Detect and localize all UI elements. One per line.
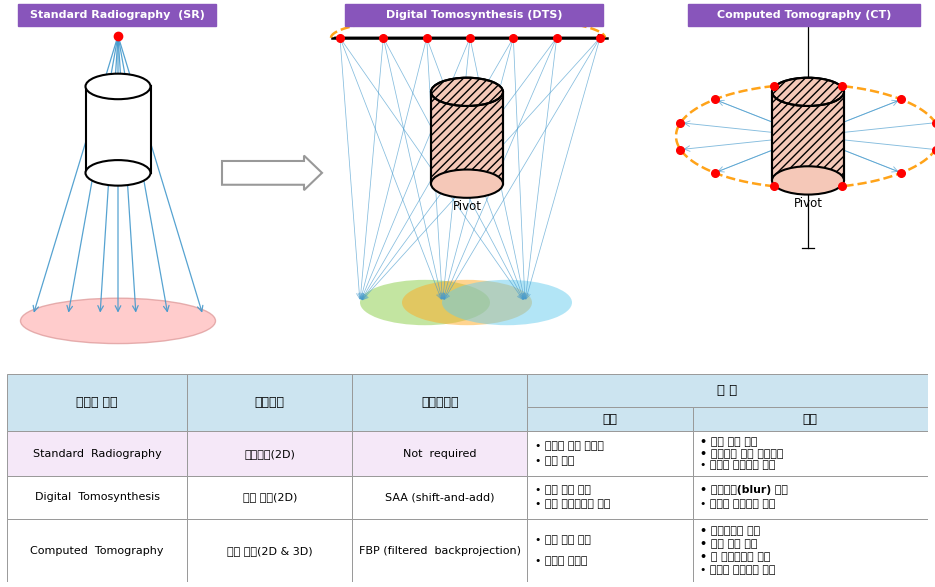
- Ellipse shape: [431, 77, 503, 106]
- Bar: [527, 374, 928, 407]
- Text: Digital Tomosynthesis (DTS): Digital Tomosynthesis (DTS): [386, 10, 562, 20]
- Bar: [693, 519, 928, 582]
- Bar: [7, 519, 187, 582]
- Text: Standard Radiography  (SR): Standard Radiography (SR): [30, 10, 205, 20]
- Text: • 장치가격의 고가: • 장치가격의 고가: [700, 527, 760, 537]
- Bar: [187, 431, 352, 476]
- Bar: [187, 374, 352, 431]
- Text: • 짧은 영상재구성 시간: • 짧은 영상재구성 시간: [535, 500, 610, 510]
- Text: • 대면적 영상센서 필요: • 대면적 영상센서 필요: [700, 500, 776, 510]
- Bar: [772, 92, 844, 180]
- Bar: [85, 86, 151, 173]
- Text: • 확대도에 따른 영상왜곡: • 확대도에 따른 영상왜곡: [700, 448, 784, 458]
- Ellipse shape: [360, 280, 490, 325]
- Bar: [7, 431, 187, 476]
- Text: FBP (filtered  backprojection): FBP (filtered backprojection): [359, 545, 521, 555]
- Ellipse shape: [772, 166, 844, 194]
- FancyBboxPatch shape: [688, 4, 920, 26]
- Bar: [352, 519, 527, 582]
- Bar: [352, 476, 527, 519]
- Text: • 영상흐림(blur) 현상: • 영상흐림(blur) 현상: [700, 485, 788, 495]
- Text: • 대면적 영상센서 필요: • 대면적 영상센서 필요: [700, 460, 776, 470]
- Text: Not  required: Not required: [403, 448, 477, 458]
- Bar: [431, 92, 503, 184]
- Text: • 깊이 정보 성실: • 깊이 정보 성실: [700, 437, 757, 447]
- Text: • 긴 영상재구성 시간: • 긴 영상재구성 시간: [700, 552, 770, 562]
- Bar: [187, 476, 352, 519]
- Text: Pivot: Pivot: [453, 200, 482, 213]
- Text: Computed Tomography (CT): Computed Tomography (CT): [717, 10, 891, 20]
- FancyArrow shape: [222, 156, 322, 190]
- Text: Standard  Radiography: Standard Radiography: [33, 448, 162, 458]
- Bar: [527, 519, 693, 582]
- Bar: [772, 92, 844, 180]
- Bar: [527, 476, 693, 519]
- Bar: [352, 431, 527, 476]
- Ellipse shape: [85, 73, 151, 99]
- Ellipse shape: [85, 160, 151, 185]
- Text: 단점: 단점: [803, 413, 818, 426]
- Ellipse shape: [431, 170, 503, 198]
- Text: SAA (shift-and-add): SAA (shift-and-add): [385, 492, 495, 502]
- Ellipse shape: [442, 280, 572, 325]
- Text: 장점: 장점: [602, 413, 618, 426]
- Text: 특 징: 특 징: [717, 384, 738, 397]
- Text: Digital  Tomosynthesis: Digital Tomosynthesis: [35, 492, 160, 502]
- Ellipse shape: [21, 298, 215, 343]
- Bar: [693, 431, 928, 476]
- Text: 층축 단층(2D): 층축 단층(2D): [242, 492, 297, 502]
- Text: 영상재구성: 영상재구성: [421, 396, 459, 409]
- Bar: [527, 431, 693, 476]
- Text: • 높은 선릉 요구: • 높은 선릉 요구: [700, 539, 757, 549]
- Bar: [352, 374, 527, 431]
- Text: Computed  Tomography: Computed Tomography: [31, 545, 164, 555]
- Text: 영상화 기술: 영상화 기술: [77, 396, 118, 409]
- Bar: [431, 92, 503, 184]
- Ellipse shape: [772, 77, 844, 106]
- Text: • 기구적 운동 불필요: • 기구적 운동 불필요: [535, 441, 603, 451]
- Text: 영상원리: 영상원리: [254, 396, 284, 409]
- Text: 횡축 단층(2D & 3D): 횡축 단층(2D & 3D): [227, 545, 312, 555]
- Text: • 낮은 선량: • 낮은 선량: [535, 456, 574, 466]
- Text: • 깊이 정보 제공: • 깊이 정보 제공: [535, 485, 591, 495]
- Text: • 우수한 대조도: • 우수한 대조도: [535, 556, 587, 566]
- Text: Pivot: Pivot: [794, 197, 823, 210]
- Bar: [693, 476, 928, 519]
- Ellipse shape: [402, 280, 532, 325]
- Text: • 대면적 영상센서 필요: • 대면적 영상센서 필요: [700, 565, 776, 575]
- Bar: [7, 374, 187, 431]
- Text: • 깊이 정보 제공: • 깊이 정보 제공: [535, 535, 591, 545]
- FancyBboxPatch shape: [345, 4, 603, 26]
- Bar: [527, 407, 693, 431]
- Bar: [187, 519, 352, 582]
- Bar: [693, 407, 928, 431]
- FancyBboxPatch shape: [18, 4, 216, 26]
- Bar: [7, 476, 187, 519]
- Text: 투사영상(2D): 투사영상(2D): [244, 448, 295, 458]
